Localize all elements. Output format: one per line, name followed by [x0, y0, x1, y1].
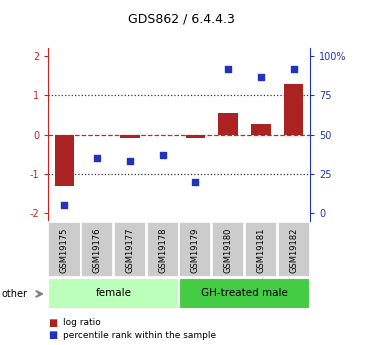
Bar: [245, 222, 277, 277]
Bar: [48, 278, 179, 309]
Bar: [284, 83, 303, 135]
Text: ■: ■: [48, 318, 57, 327]
Bar: [120, 135, 140, 138]
Bar: [147, 222, 179, 277]
Text: GSM19178: GSM19178: [158, 228, 167, 273]
Point: [225, 66, 231, 71]
Bar: [179, 278, 310, 309]
Bar: [186, 135, 205, 138]
Bar: [251, 124, 271, 135]
Point: [127, 158, 133, 164]
Bar: [218, 113, 238, 135]
Point: [258, 74, 264, 79]
Text: GSM19181: GSM19181: [256, 228, 265, 273]
Text: GSM19180: GSM19180: [224, 228, 233, 273]
Bar: [49, 222, 80, 277]
Point: [290, 66, 296, 71]
Point: [94, 155, 100, 161]
Text: log ratio: log ratio: [63, 318, 100, 327]
Text: GH-treated male: GH-treated male: [201, 288, 288, 298]
Text: GSM19179: GSM19179: [191, 228, 200, 273]
Bar: [55, 135, 74, 186]
Point: [61, 203, 68, 208]
Text: female: female: [95, 288, 132, 298]
Bar: [81, 222, 113, 277]
Point: [160, 152, 166, 158]
Text: GSM19175: GSM19175: [60, 228, 69, 273]
Text: ■: ■: [48, 331, 57, 340]
Text: GSM19182: GSM19182: [289, 228, 298, 273]
Bar: [212, 222, 244, 277]
Text: GSM19177: GSM19177: [126, 228, 134, 273]
Bar: [278, 222, 310, 277]
Point: [192, 179, 199, 184]
Bar: [114, 222, 146, 277]
Text: GDS862 / 6.4.4.3: GDS862 / 6.4.4.3: [127, 12, 234, 25]
Bar: [179, 222, 211, 277]
Text: percentile rank within the sample: percentile rank within the sample: [63, 331, 216, 340]
Text: other: other: [2, 289, 28, 299]
Text: GSM19176: GSM19176: [93, 228, 102, 273]
